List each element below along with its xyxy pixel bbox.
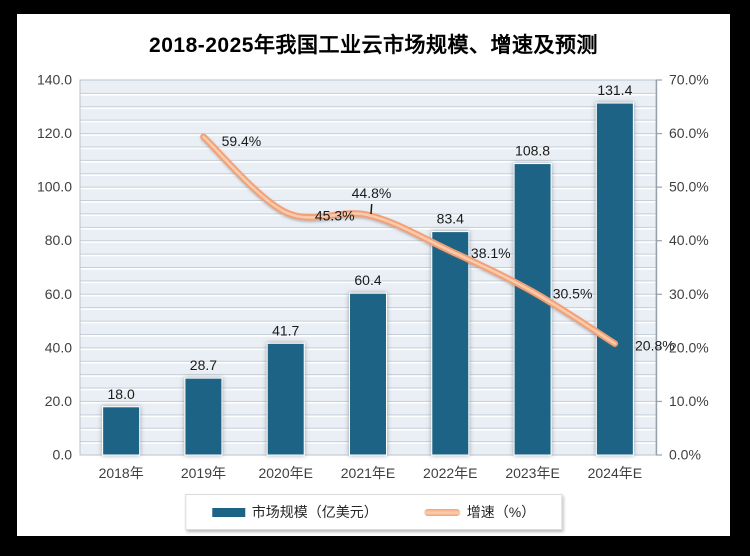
bar-2023年E xyxy=(513,163,552,456)
left-axis-tick-label: 40.0 xyxy=(45,339,72,355)
bar-value-labels: 18.0 28.7 41.7 60.4 83.4 108.8 131.4 xyxy=(108,82,633,402)
line-value-labels: 59.4% 45.3% 44.8% 38.1% 30.5% 20.8% xyxy=(222,133,675,354)
line-value-label: 45.3% xyxy=(315,207,355,223)
right-axis-tick-label: 10.0% xyxy=(669,393,709,409)
right-axis-tick-label: 20.0% xyxy=(669,339,709,355)
bar-value-label: 41.7 xyxy=(272,322,299,338)
bar-value-label: 60.4 xyxy=(354,272,381,288)
line-value-label: 44.8% xyxy=(352,185,392,201)
bar-value-label: 18.0 xyxy=(108,386,135,402)
bar-2020年E xyxy=(266,342,305,456)
legend-item-growth-rate: 增速（%） xyxy=(423,502,536,522)
right-axis-tick-label: 60.0% xyxy=(669,125,709,141)
left-axis-tick-label: 60.0 xyxy=(45,286,72,302)
x-axis-category-label: 2020年E xyxy=(258,465,312,481)
legend-item-market-size: 市场规模（亿美元） xyxy=(211,502,378,522)
left-axis-tick-label: 0.0 xyxy=(53,447,73,463)
right-axis-tick-label: 40.0% xyxy=(669,232,709,248)
x-axis-category-label: 2021年E xyxy=(341,465,395,481)
bar-value-label: 83.4 xyxy=(437,211,464,227)
legend: 市场规模（亿美元） 增速（%） xyxy=(184,494,563,530)
x-axis-category-label: 2018年 xyxy=(99,465,144,481)
right-axis-tick-label: 30.0% xyxy=(669,286,709,302)
bar-2021年E xyxy=(349,292,387,456)
bar-value-label: 28.7 xyxy=(190,357,217,373)
x-axis-category-label: 2022年E xyxy=(423,465,477,481)
bar-2018年 xyxy=(102,406,141,456)
plot-area: 18.0 28.7 41.7 60.4 83.4 108.8 131.4 59.4% 45.3%… xyxy=(37,72,709,482)
left-axis-tick-label: 100.0 xyxy=(37,179,72,195)
bar-value-label: 131.4 xyxy=(597,82,632,98)
x-axis-labels: 2018年 2019年 2020年E 2021年E 2022年E 2023年E 2024年E xyxy=(99,465,643,481)
growth-line xyxy=(200,133,619,347)
right-axis-ticks xyxy=(656,79,662,456)
legend-item-label: 市场规模（亿美元） xyxy=(251,504,378,520)
x-axis-category-label: 2024年E xyxy=(588,465,642,481)
label-leader-line xyxy=(370,203,373,215)
left-axis-tick-label: 20.0 xyxy=(45,393,72,409)
line-value-label: 38.1% xyxy=(471,245,511,261)
right-axis-tick-label: 70.0% xyxy=(669,72,709,88)
left-axis-tick-label: 80.0 xyxy=(45,232,72,248)
bar-2019年 xyxy=(184,377,223,456)
left-axis-tick-label: 120.0 xyxy=(37,125,72,141)
line-value-label: 20.8% xyxy=(635,338,675,354)
bars-series xyxy=(102,102,634,456)
x-axis-category-label: 2023年E xyxy=(505,465,559,481)
bar-value-label: 108.8 xyxy=(515,143,550,159)
chart-canvas: 2018-2025年我国工业云市场规模、增速及预测 18.0 28.7 41.7 60… xyxy=(17,14,730,536)
legend-line-swatch-icon xyxy=(423,508,460,516)
line-value-label: 30.5% xyxy=(553,286,593,302)
bar-2022年E xyxy=(431,231,470,456)
line-value-label: 59.4% xyxy=(222,133,262,149)
left-axis-tick-label: 140.0 xyxy=(37,72,72,88)
legend-bar-swatch-icon xyxy=(211,507,245,517)
legend-item-label: 增速（%） xyxy=(466,504,536,520)
chart-title: 2018-2025年我国工业云市场规模、增速及预测 xyxy=(149,34,598,57)
right-axis-labels: 0.0% 10.0% 20.0% 30.0% 40.0% 50.0% 60.0% 70.0% xyxy=(669,72,709,463)
right-axis-tick-label: 0.0% xyxy=(669,447,701,463)
right-axis-tick-label: 50.0% xyxy=(669,179,709,195)
x-axis-category-label: 2019年 xyxy=(181,465,226,481)
left-axis-labels: 0.0 20.0 40.0 60.0 80.0 100.0 120.0 140.0 xyxy=(37,72,72,463)
bar-2024年E xyxy=(595,102,634,456)
